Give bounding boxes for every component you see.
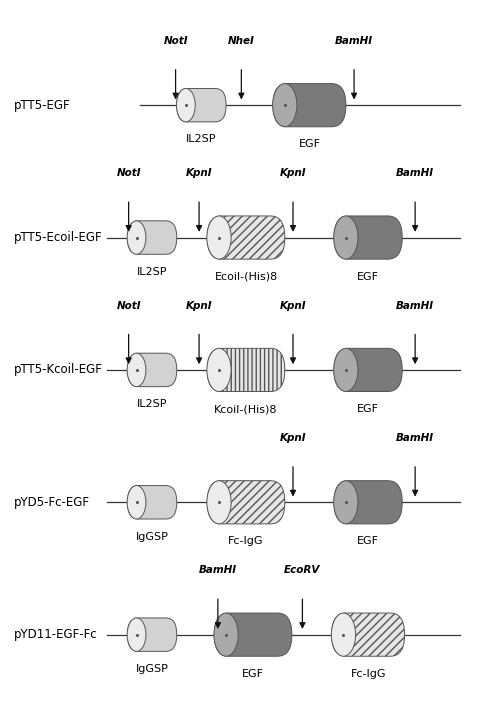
Ellipse shape [127, 221, 146, 255]
Ellipse shape [331, 613, 356, 656]
Text: BamHI: BamHI [396, 301, 434, 311]
Ellipse shape [207, 481, 231, 524]
Text: BamHI: BamHI [396, 433, 434, 443]
Text: IL2SP: IL2SP [186, 135, 217, 145]
Text: IgGSP: IgGSP [136, 664, 169, 674]
Text: IL2SP: IL2SP [137, 266, 167, 277]
FancyBboxPatch shape [207, 481, 285, 524]
Text: NotI: NotI [116, 168, 141, 178]
FancyBboxPatch shape [207, 216, 285, 259]
FancyBboxPatch shape [214, 613, 292, 656]
Ellipse shape [127, 353, 146, 386]
Ellipse shape [207, 216, 231, 259]
FancyBboxPatch shape [334, 481, 402, 524]
Text: Kcoil-(His)8: Kcoil-(His)8 [214, 404, 278, 414]
Text: KpnI: KpnI [280, 301, 306, 311]
Text: Fc-IgG: Fc-IgG [350, 669, 386, 679]
Ellipse shape [207, 348, 231, 391]
Ellipse shape [334, 216, 358, 259]
Ellipse shape [127, 618, 146, 651]
Ellipse shape [214, 613, 238, 656]
FancyBboxPatch shape [177, 88, 226, 122]
Text: BamHI: BamHI [335, 36, 373, 46]
Text: EGF: EGF [357, 404, 379, 414]
Ellipse shape [176, 88, 195, 122]
Text: EGF: EGF [357, 537, 379, 546]
Text: NotI: NotI [116, 301, 141, 311]
Text: NheI: NheI [228, 36, 255, 46]
Text: IL2SP: IL2SP [137, 399, 167, 409]
Text: EGF: EGF [357, 271, 379, 282]
FancyBboxPatch shape [334, 216, 402, 259]
FancyBboxPatch shape [128, 618, 177, 651]
Text: pTT5-Kcoil-EGF: pTT5-Kcoil-EGF [13, 363, 102, 376]
Text: KpnI: KpnI [280, 433, 306, 443]
Ellipse shape [334, 348, 358, 391]
FancyBboxPatch shape [128, 353, 177, 386]
Text: IgGSP: IgGSP [136, 532, 169, 541]
Ellipse shape [272, 84, 297, 127]
Text: NotI: NotI [163, 36, 188, 46]
Text: pTT5-EGF: pTT5-EGF [13, 99, 70, 111]
FancyBboxPatch shape [207, 348, 285, 391]
Text: pTT5-Ecoil-EGF: pTT5-Ecoil-EGF [13, 231, 102, 244]
Text: Ecoil-(His)8: Ecoil-(His)8 [215, 271, 278, 282]
Text: KpnI: KpnI [186, 301, 212, 311]
FancyBboxPatch shape [128, 486, 177, 519]
Text: BamHI: BamHI [199, 565, 237, 575]
Text: EGF: EGF [298, 140, 320, 149]
FancyBboxPatch shape [273, 84, 346, 127]
Text: KpnI: KpnI [280, 168, 306, 178]
FancyBboxPatch shape [332, 613, 404, 656]
Ellipse shape [127, 486, 146, 519]
FancyBboxPatch shape [334, 348, 402, 391]
Text: EcoRV: EcoRV [284, 565, 321, 575]
Text: KpnI: KpnI [186, 168, 212, 178]
Text: EGF: EGF [242, 669, 264, 679]
Text: pYD5-Fc-EGF: pYD5-Fc-EGF [13, 496, 89, 509]
Text: pYD11-EGF-Fc: pYD11-EGF-Fc [13, 628, 97, 641]
Text: BamHI: BamHI [396, 168, 434, 178]
FancyBboxPatch shape [128, 221, 177, 255]
Text: Fc-IgG: Fc-IgG [228, 537, 264, 546]
Ellipse shape [334, 481, 358, 524]
